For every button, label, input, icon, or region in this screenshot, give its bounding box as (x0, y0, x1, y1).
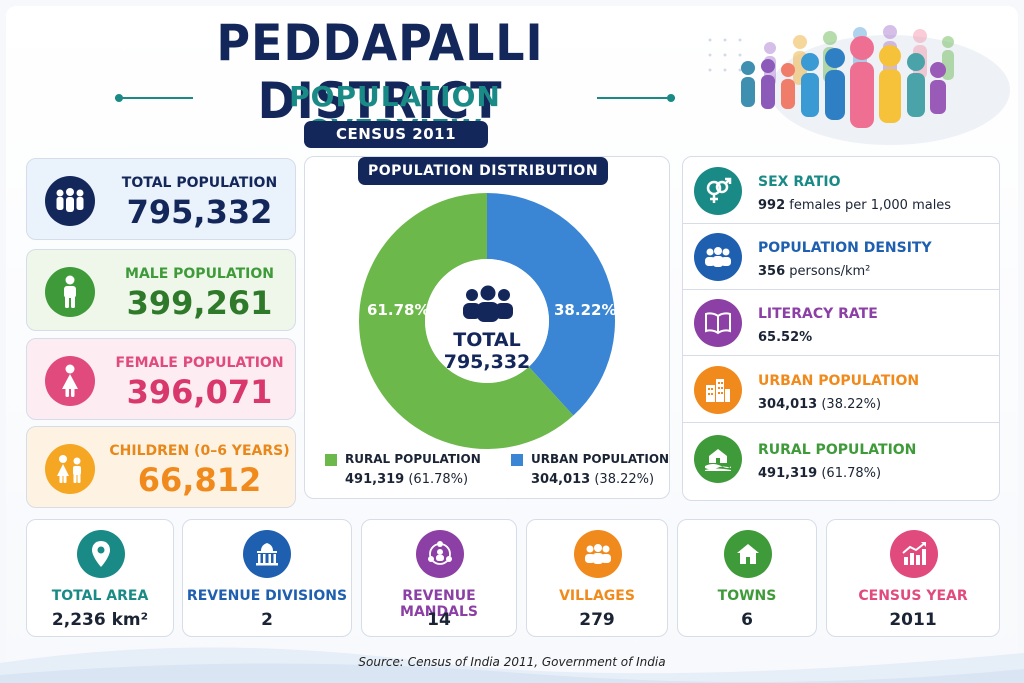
farm-icon (694, 435, 742, 483)
legend-name: URBAN POPULATION (531, 452, 670, 466)
source-note: Source: Census of India 2011, Government… (358, 655, 666, 669)
card-value: 2 (261, 610, 273, 630)
legend-swatch (325, 454, 337, 466)
row-divider (682, 223, 1000, 224)
indicator-urban-population: URBAN POPULATION 304,013 (38.22%) (682, 357, 1000, 423)
stat-card-male-population: MALE POPULATION 399,261 (26, 249, 296, 331)
stat-label: CHILDREN (0–6 YEARS) (109, 443, 290, 459)
female-icon (45, 356, 95, 406)
stat-label: FEMALE POPULATION (115, 355, 284, 371)
bottom-card-towns: TOWNS 6 (677, 519, 817, 637)
legend-swatch (511, 454, 523, 466)
stat-card-total-population: TOTAL POPULATION 795,332 (26, 158, 296, 240)
legend-value: 304,013 (38.22%) (531, 472, 655, 487)
row-divider (682, 289, 1000, 290)
network-people-icon (416, 530, 464, 578)
divider-dot (667, 94, 675, 102)
people-group-icon (463, 285, 513, 322)
donut-center-value: 795,332 (443, 351, 531, 373)
indicator-value: 491,319 (61.78%) (758, 466, 882, 481)
rural-slice (359, 193, 574, 449)
indicator-value: 356 persons/km² (758, 264, 871, 279)
card-label: TOWNS (717, 588, 777, 604)
indicator-label: LITERACY RATE (758, 306, 878, 322)
indicator-value: 304,013 (38.22%) (758, 397, 882, 412)
family-icon (45, 176, 95, 226)
population-donut-chart (359, 193, 615, 449)
card-label: REVENUE DIVISIONS (186, 588, 348, 604)
distribution-title: POPULATION DISTRIBUTION (358, 157, 608, 185)
donut-center: TOTAL 795,332 (425, 283, 549, 373)
divider-left (115, 97, 193, 99)
row-divider (682, 355, 1000, 356)
buildings-icon (694, 366, 742, 414)
card-value: 279 (579, 610, 615, 630)
urban-slice (487, 193, 615, 416)
rural-percent-label: 61.78% (367, 301, 430, 319)
bottom-card-villages: VILLAGES 279 (526, 519, 668, 637)
indicator-sex-ratio: SEX RATIO 992 females per 1,000 males (682, 158, 1000, 224)
indicator-label: POPULATION DENSITY (758, 240, 932, 256)
male-icon (45, 267, 95, 317)
row-divider (682, 422, 1000, 423)
stat-card-children: CHILDREN (0–6 YEARS) 66,812 (26, 426, 296, 508)
legend-value: 491,319 (61.78%) (345, 472, 469, 487)
stat-value: 66,812 (137, 461, 262, 499)
stat-label: TOTAL POPULATION (121, 175, 278, 191)
legend-name: RURAL POPULATION (345, 452, 481, 466)
indicator-value: 65.52% (758, 330, 813, 345)
card-label: VILLAGES (559, 588, 635, 604)
card-value: 14 (427, 610, 451, 630)
bottom-card-revenue-divisions: REVENUE DIVISIONS 2 (182, 519, 352, 637)
card-label: TOTAL AREA (51, 588, 149, 604)
divider-right (597, 97, 675, 99)
bottom-card-total-area: TOTAL AREA 2,236 km² (26, 519, 174, 637)
card-label: CENSUS YEAR (858, 588, 968, 604)
house-icon (724, 530, 772, 578)
indicator-label: RURAL POPULATION (758, 442, 917, 458)
stat-card-female-population: FEMALE POPULATION 396,071 (26, 338, 296, 420)
card-value: 2011 (889, 610, 937, 630)
government-building-icon (243, 530, 291, 578)
indicator-label: SEX RATIO (758, 174, 841, 190)
indicator-label: URBAN POPULATION (758, 373, 920, 389)
decorative-wave (0, 647, 1024, 683)
bottom-card-census-year: CENSUS YEAR 2011 (826, 519, 1000, 637)
card-value: 2,236 km² (51, 610, 149, 630)
growth-chart-icon (890, 530, 938, 578)
card-value: 6 (741, 610, 753, 630)
indicator-population-density: POPULATION DENSITY 356 persons/km² (682, 224, 1000, 290)
indicator-value: 992 females per 1,000 males (758, 198, 952, 213)
page-title: PEDDAPALLI DISTRICT (216, 14, 544, 130)
stat-value: 399,261 (126, 284, 273, 322)
donut-center-label: TOTAL (453, 329, 521, 351)
book-icon (694, 299, 742, 347)
subtitle-row: POPULATION OVERVIEW (115, 80, 675, 146)
census-badge: CENSUS 2011 (304, 121, 488, 148)
villagers-icon (574, 530, 622, 578)
gender-icon (694, 167, 742, 215)
stat-value: 795,332 (126, 193, 273, 231)
stat-value: 396,071 (126, 373, 273, 411)
stat-label: MALE POPULATION (125, 266, 274, 282)
people-group-icon (694, 233, 742, 281)
bottom-card-revenue-mandals: REVENUE MANDALS 14 (361, 519, 517, 637)
divider-dot (115, 94, 123, 102)
card-label: REVENUE MANDALS (400, 588, 478, 620)
location-pin-icon (77, 530, 125, 578)
indicator-literacy-rate: LITERACY RATE 65.52% (682, 290, 1000, 356)
people-crowd-illustration (708, 25, 1010, 145)
urban-percent-label: 38.22% (554, 301, 617, 319)
indicator-rural-population: RURAL POPULATION 491,319 (61.78%) (682, 426, 1000, 492)
children-icon (45, 444, 95, 494)
